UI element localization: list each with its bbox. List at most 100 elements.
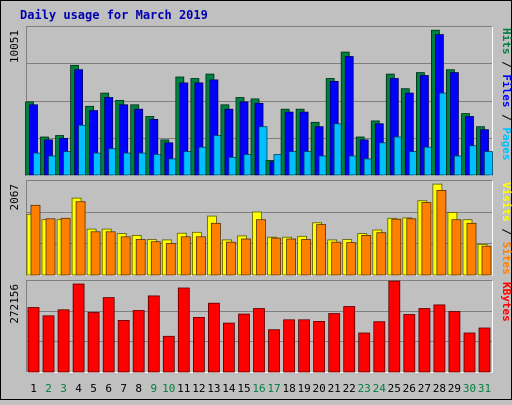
bar-sites-23 — [361, 234, 372, 276]
day-label-30: 30 — [463, 382, 476, 395]
day-label-22: 22 — [343, 382, 356, 395]
bar-kbytes-16 — [253, 308, 265, 373]
chart-title: Daily usage for March 2019 — [20, 8, 208, 22]
bar-sites-5 — [90, 231, 101, 276]
bar-pages-16 — [258, 126, 268, 176]
bar-sites-25 — [391, 218, 402, 276]
y-max-label: 10051 — [8, 30, 21, 63]
bar-sites-7 — [120, 236, 131, 276]
day-label-24: 24 — [373, 382, 387, 395]
bar-sites-4 — [75, 201, 86, 276]
series-axis-label: Visits / Sites — [500, 182, 512, 275]
bar-kbytes-2 — [42, 315, 55, 373]
bar-kbytes-11 — [177, 287, 190, 373]
day-label-25: 25 — [388, 382, 401, 395]
day-label-13: 13 — [207, 382, 220, 395]
bar-kbytes-17 — [268, 329, 280, 373]
day-label-5: 5 — [90, 382, 97, 395]
day-label-6: 6 — [105, 382, 112, 395]
day-label-7: 7 — [120, 382, 127, 395]
legend-entry-hits: Hits — [500, 28, 512, 55]
bar-kbytes-27 — [418, 308, 431, 373]
bar-sites-30 — [466, 222, 477, 276]
bar-kbytes-19 — [298, 319, 311, 373]
legend-entry-sites: Sites — [500, 242, 512, 275]
day-label-14: 14 — [222, 382, 236, 395]
legend-separator: / — [500, 222, 512, 242]
bar-kbytes-6 — [102, 297, 115, 373]
bar-sites-26 — [406, 218, 417, 276]
day-label-4: 4 — [75, 382, 82, 395]
day-label-31: 31 — [478, 382, 491, 395]
legend-entry-pages: Pages — [500, 127, 512, 160]
bar-sites-10 — [165, 243, 176, 276]
bar-kbytes-28 — [433, 304, 446, 373]
day-label-28: 28 — [433, 382, 446, 395]
series-axis-label: Hits / Files / Pages — [500, 28, 512, 161]
bar-sites-27 — [421, 202, 432, 276]
bar-kbytes-7 — [117, 319, 130, 373]
day-label-27: 27 — [418, 382, 431, 395]
day-label-1: 1 — [30, 382, 37, 395]
bar-sites-29 — [451, 219, 462, 276]
series-axis-label: KBytes — [500, 282, 512, 322]
bar-sites-28 — [436, 189, 447, 276]
bar-sites-9 — [150, 241, 161, 276]
day-label-16: 16 — [252, 382, 265, 395]
panel-hits-files-pages: 10051 Hits / Files / Pages — [8, 26, 512, 176]
bar-kbytes-3 — [57, 309, 70, 373]
day-label-23: 23 — [358, 382, 371, 395]
day-label-12: 12 — [192, 382, 205, 395]
y-max-label: 2067 — [8, 184, 21, 211]
day-label-20: 20 — [312, 382, 325, 395]
bar-kbytes-8 — [132, 310, 145, 373]
legend-entry-visits: Visits — [500, 182, 512, 222]
day-label-26: 26 — [403, 382, 416, 395]
day-label-21: 21 — [328, 382, 341, 395]
bar-pages-31 — [484, 151, 493, 176]
bar-sites-14 — [225, 241, 236, 276]
day-label-18: 18 — [282, 382, 295, 395]
day-label-3: 3 — [60, 382, 67, 395]
bar-sites-20 — [316, 224, 327, 276]
bar-kbytes-26 — [403, 314, 416, 373]
legend-entry-kbytes: KBytes — [500, 282, 512, 322]
bar-sites-17 — [271, 237, 281, 276]
day-label-11: 11 — [177, 382, 190, 395]
bar-sites-1 — [30, 204, 41, 276]
panel-kbytes: 272156 KBytes — [8, 280, 512, 373]
bar-sites-2 — [45, 218, 56, 276]
bar-kbytes-31 — [478, 327, 491, 373]
bar-sites-8 — [135, 239, 146, 276]
day-label-8: 8 — [135, 382, 142, 395]
bar-sites-12 — [195, 236, 206, 276]
bar-kbytes-24 — [373, 321, 386, 373]
panel-visits-sites: 2067 Visits / Sites — [8, 180, 512, 276]
bar-kbytes-29 — [448, 311, 461, 373]
bar-kbytes-20 — [313, 320, 326, 373]
day-label-15: 15 — [237, 382, 250, 395]
day-label-2: 2 — [45, 382, 52, 395]
legend-entry-files: Files — [500, 74, 512, 107]
bar-kbytes-18 — [283, 319, 296, 373]
bar-sites-21 — [331, 241, 342, 276]
day-label-17: 17 — [267, 382, 280, 395]
bar-kbytes-9 — [147, 295, 160, 373]
bar-kbytes-13 — [207, 302, 220, 373]
day-label-10: 10 — [162, 382, 175, 395]
bar-kbytes-10 — [162, 335, 175, 373]
day-label-9: 9 — [150, 382, 157, 395]
bar-sites-6 — [105, 231, 116, 276]
bar-sites-15 — [241, 238, 251, 276]
y-max-label: 272156 — [8, 284, 21, 324]
bar-kbytes-14 — [222, 322, 235, 373]
bar-kbytes-12 — [192, 316, 205, 373]
bar-sites-24 — [376, 232, 387, 276]
bar-sites-18 — [286, 238, 297, 276]
bar-sites-3 — [60, 217, 71, 276]
bar-kbytes-4 — [72, 283, 85, 373]
bar-kbytes-5 — [87, 312, 100, 373]
bar-sites-16 — [256, 219, 266, 276]
